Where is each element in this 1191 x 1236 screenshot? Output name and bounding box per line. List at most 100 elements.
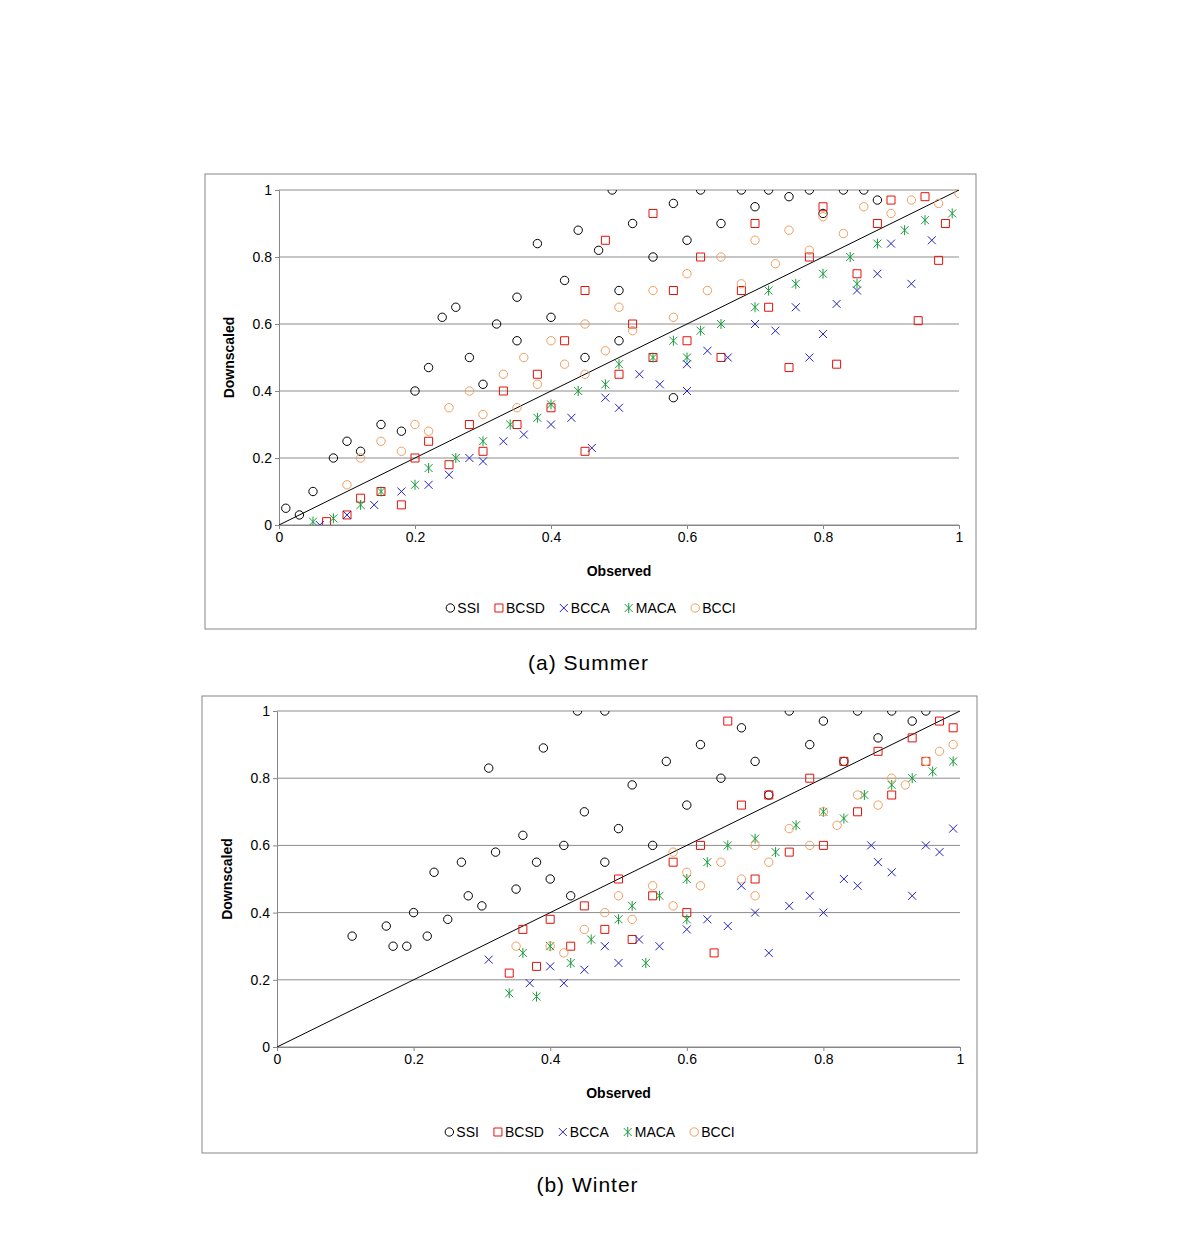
point <box>717 253 725 261</box>
y-axis-title: Downscaled <box>219 838 235 920</box>
point <box>683 337 691 345</box>
legend-label: BCCA <box>571 600 611 616</box>
point <box>819 269 827 279</box>
tick-mark <box>273 778 277 779</box>
point <box>397 427 405 435</box>
point <box>853 711 861 715</box>
tick-label: 0 <box>264 517 272 533</box>
point <box>561 337 569 345</box>
point <box>854 808 862 816</box>
point <box>295 511 303 519</box>
point <box>683 868 691 876</box>
point <box>403 942 411 950</box>
legend-marker <box>625 603 633 613</box>
point <box>873 239 881 249</box>
point <box>397 488 405 496</box>
point <box>737 801 745 809</box>
legend: SSIBCSDBCCAMACABCCI <box>445 1124 734 1140</box>
tick-label: 0.8 <box>251 770 271 786</box>
point <box>581 320 589 328</box>
tick-label: 0.4 <box>541 1051 561 1067</box>
tick-mark <box>273 980 277 981</box>
point <box>601 908 609 916</box>
reference-line <box>277 711 960 1047</box>
point <box>615 359 623 369</box>
point <box>887 196 895 204</box>
point <box>648 882 656 890</box>
point <box>874 747 882 755</box>
point <box>833 360 841 368</box>
series <box>309 208 956 525</box>
point <box>547 421 555 429</box>
plot-area <box>279 190 959 525</box>
legend-item: BCSD <box>495 600 545 616</box>
axis-line <box>278 1047 961 1048</box>
point <box>921 215 929 225</box>
point <box>587 934 595 944</box>
point <box>601 858 609 866</box>
point <box>628 935 636 943</box>
tick-label: 0.6 <box>678 529 698 545</box>
legend-item: SSI <box>446 600 480 616</box>
tick-label: 0.6 <box>678 1051 698 1067</box>
legend-label: SSI <box>457 600 480 616</box>
point <box>649 253 657 261</box>
tick-label: 0.6 <box>253 316 273 332</box>
point <box>683 925 691 933</box>
grid-line <box>279 257 959 258</box>
figure: 00.20.40.60.8100.20.40.60.81ObservedDown… <box>0 0 1191 1236</box>
point <box>656 380 664 388</box>
point <box>922 757 930 765</box>
point <box>819 909 827 917</box>
point <box>683 801 691 809</box>
point <box>615 286 623 294</box>
point <box>751 757 759 765</box>
legend-item: BCSD <box>494 1124 544 1140</box>
point <box>512 942 520 950</box>
point <box>914 317 922 325</box>
legend-label: BCSD <box>506 600 545 616</box>
point <box>601 347 609 355</box>
point <box>309 517 317 525</box>
legend-marker <box>559 1128 567 1136</box>
tick: 0.4 <box>541 1047 561 1067</box>
tick-label: 1 <box>957 1051 965 1067</box>
point <box>519 948 527 958</box>
tick-label: 0.8 <box>253 249 273 265</box>
point <box>615 914 623 924</box>
point <box>888 711 896 715</box>
tick: 0.4 <box>251 905 277 921</box>
tick: 0.6 <box>678 1047 698 1067</box>
point <box>819 841 827 849</box>
grid-line <box>279 525 959 526</box>
point <box>669 199 677 207</box>
tick-label: 0 <box>274 1051 282 1067</box>
point <box>888 868 896 876</box>
point <box>532 858 540 866</box>
point <box>520 431 528 439</box>
grid <box>277 711 960 1047</box>
point <box>765 858 773 866</box>
point <box>573 711 581 715</box>
point <box>806 774 814 782</box>
point <box>519 925 527 933</box>
point <box>921 193 929 201</box>
point <box>547 313 555 321</box>
point <box>581 287 589 295</box>
point <box>873 196 881 204</box>
point <box>840 814 848 824</box>
point <box>479 380 487 388</box>
tick-mark <box>273 1047 277 1048</box>
point <box>751 220 759 228</box>
point <box>887 209 895 217</box>
point <box>343 511 351 519</box>
point <box>805 354 813 362</box>
caption: (a) Summer <box>528 651 649 674</box>
point <box>669 858 677 866</box>
point <box>356 454 364 462</box>
point <box>601 711 609 715</box>
series <box>505 717 957 977</box>
tick-label: 1 <box>264 182 272 198</box>
point <box>560 949 568 957</box>
point <box>662 757 670 765</box>
